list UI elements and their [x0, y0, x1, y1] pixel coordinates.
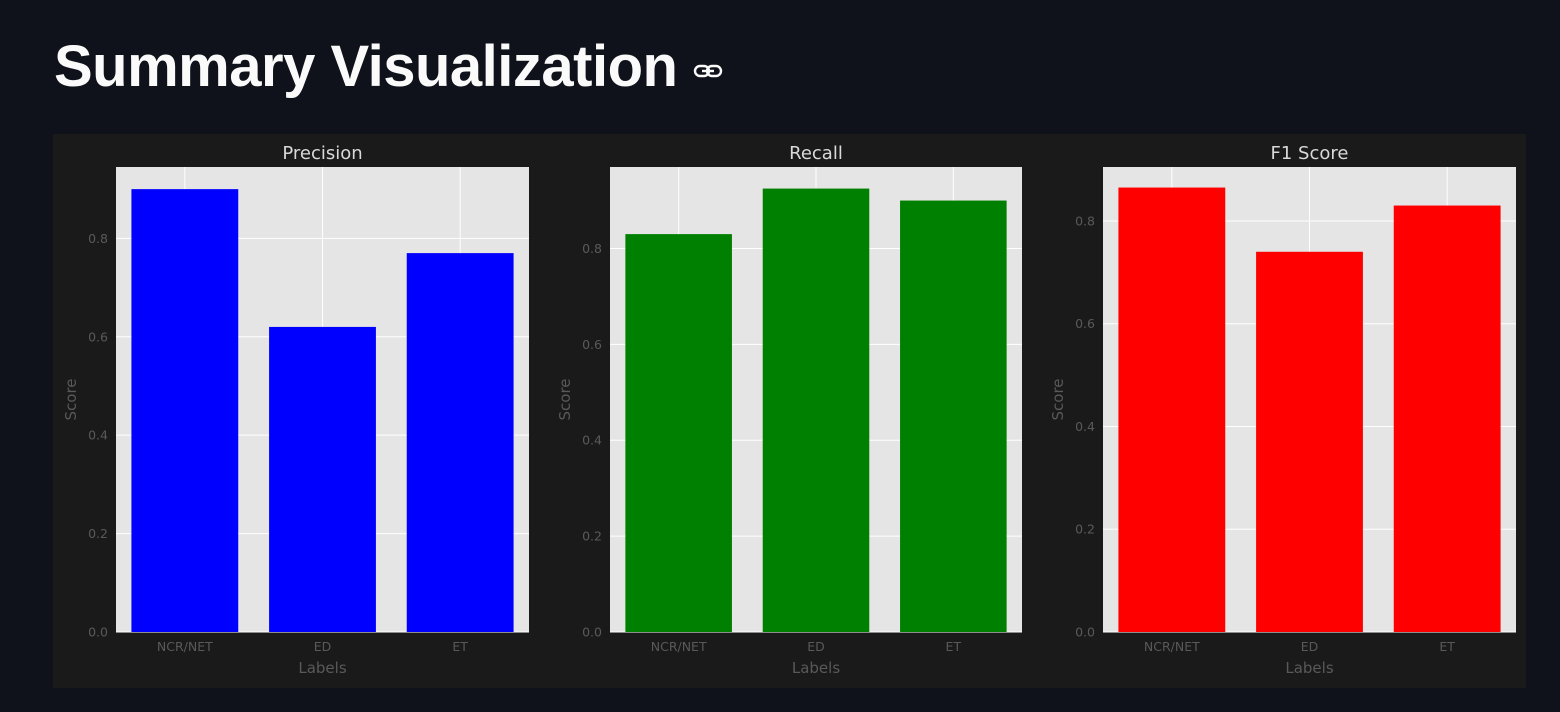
chart-panel-0: 0.0 0.2 0.4 0.6 0.8 NCR/NET ED ET Precision Label…: [62, 143, 529, 677]
y-tick-label: 0.2: [88, 526, 108, 541]
x-tick-label: ET: [1439, 639, 1455, 654]
page-title: Summary Visualization: [54, 28, 723, 106]
x-tick-label: ET: [946, 639, 962, 654]
y-tick-label: 0.4: [88, 428, 108, 443]
y-tick-label: 0.8: [582, 241, 602, 256]
chart-title: Precision: [282, 143, 362, 164]
y-tick-label: 0.6: [1075, 316, 1095, 331]
bar-et: [1393, 205, 1501, 632]
x-axis-label: Labels: [298, 659, 346, 677]
bar-ncr-net: [1118, 187, 1226, 632]
bar-ed: [1256, 251, 1363, 633]
chart-panel-2: 0.0 0.2 0.4 0.6 0.8 NCR/NET ED ET F1 Score Labels…: [1049, 143, 1516, 677]
bar-ed: [269, 326, 376, 632]
bar-et: [900, 200, 1007, 632]
bar-et: [406, 253, 514, 632]
bar-ncr-net: [131, 189, 239, 632]
x-tick-label: NCR/NET: [651, 639, 707, 654]
x-tick-label: ET: [452, 639, 468, 654]
y-tick-label: 0.2: [1075, 522, 1095, 537]
y-tick-label: 0.8: [1075, 213, 1095, 228]
summary-figure-svg: 0.0 0.2 0.4 0.6 0.8 NCR/NET ED ET Precision Label…: [62, 143, 1516, 677]
x-tick-label: ED: [314, 639, 332, 654]
x-tick-label: NCR/NET: [1144, 639, 1200, 654]
link-icon[interactable]: [693, 62, 723, 80]
chart-title: F1 Score: [1271, 143, 1349, 164]
y-tick-label: 0.0: [582, 625, 602, 640]
y-tick-label: 0.6: [582, 337, 602, 352]
page-title-text: Summary Visualization: [54, 34, 678, 99]
x-axis-label: Labels: [792, 659, 840, 677]
y-axis-label: Score: [1049, 378, 1067, 420]
y-tick-label: 0.0: [1075, 625, 1095, 640]
y-tick-label: 0.8: [88, 231, 108, 246]
x-tick-label: ED: [1301, 639, 1319, 654]
y-tick-label: 0.2: [582, 529, 602, 544]
y-axis-label: Score: [556, 378, 574, 420]
y-axis-label: Score: [62, 378, 80, 420]
y-tick-label: 0.0: [88, 625, 108, 640]
x-tick-label: NCR/NET: [157, 639, 213, 654]
y-tick-label: 0.4: [582, 433, 602, 448]
y-tick-label: 0.4: [1075, 419, 1095, 434]
x-tick-label: ED: [807, 639, 825, 654]
summary-figure: 0.0 0.2 0.4 0.6 0.8 NCR/NET ED ET Precision Label…: [53, 134, 1526, 688]
chart-title: Recall: [789, 143, 843, 164]
bar-ncr-net: [625, 234, 732, 632]
bar-ed: [762, 188, 870, 632]
y-tick-label: 0.6: [88, 329, 108, 344]
x-axis-label: Labels: [1285, 659, 1333, 677]
chart-panel-1: 0.0 0.2 0.4 0.6 0.8 NCR/NET ED ET Recall Labels Sc…: [556, 143, 1022, 677]
